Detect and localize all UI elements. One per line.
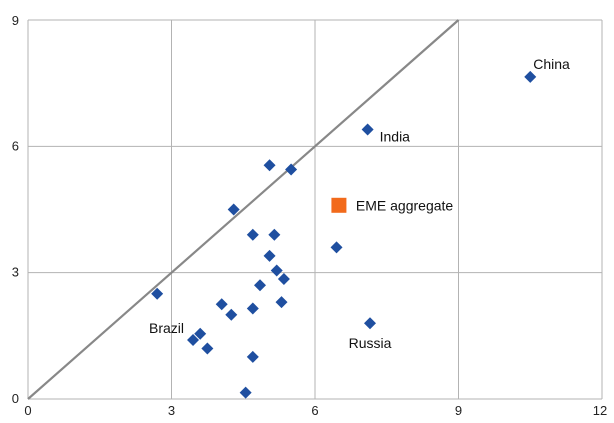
data-points: [151, 70, 537, 399]
y-tick-label: 3: [12, 265, 19, 280]
y-tick-label: 9: [12, 13, 19, 28]
x-tick-label: 6: [311, 403, 318, 418]
point-label: Brazil: [149, 320, 184, 336]
data-point: [263, 249, 276, 262]
data-point: [285, 163, 298, 176]
data-point: [225, 308, 238, 321]
point-labels: China India Russia Brazil EME aggregate: [149, 56, 570, 351]
x-tick-label: 12: [593, 403, 607, 418]
data-point: [201, 342, 214, 355]
data-point: [524, 70, 537, 83]
data-point: [215, 298, 228, 311]
data-point: [239, 386, 252, 399]
data-point: [275, 296, 288, 309]
x-tick-label: 0: [24, 403, 31, 418]
data-point: [246, 350, 259, 363]
data-point: [270, 264, 283, 277]
aggregate-marker: [331, 197, 347, 213]
data-point: [194, 327, 207, 340]
data-point: [364, 317, 377, 330]
data-point: [253, 279, 266, 292]
data-point: [277, 272, 290, 285]
data-point: [227, 203, 240, 216]
y-tick-label: 6: [12, 138, 19, 153]
aggregate-label: EME aggregate: [356, 197, 453, 213]
tick-labels: 0 3 6 9 12 0 3 6 9: [12, 13, 607, 418]
point-label: India: [380, 128, 411, 144]
point-label: Russia: [349, 335, 392, 351]
point-label: China: [533, 56, 570, 72]
data-point: [151, 287, 164, 300]
reference-line: [27, 19, 460, 400]
data-point: [187, 334, 200, 347]
reference-line-group: [27, 19, 460, 400]
data-point: [330, 241, 343, 254]
data-point: [263, 159, 276, 172]
data-point: [246, 228, 259, 241]
x-tick-label: 9: [455, 403, 462, 418]
data-point: [361, 123, 374, 136]
grid: [27, 19, 603, 400]
x-tick-label: 3: [168, 403, 175, 418]
data-point: [268, 228, 281, 241]
data-point: [246, 302, 259, 315]
y-tick-label: 0: [12, 391, 19, 406]
